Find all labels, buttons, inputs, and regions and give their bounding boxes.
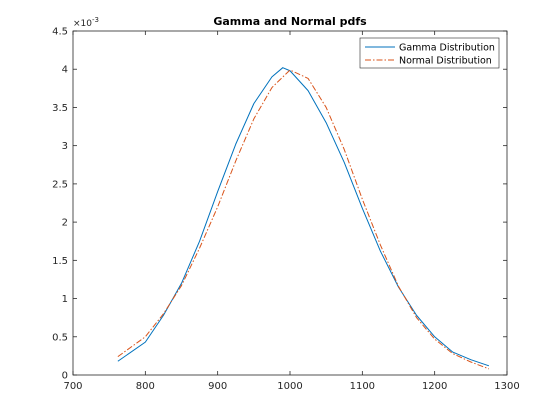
- y-exponent-power: -3: [92, 16, 99, 24]
- y-exponent-label: ×10-3: [73, 16, 99, 29]
- y-tick-label: 1.5: [52, 256, 68, 267]
- tick-layer: 700 800 900 1000 1100 1200 1300 0 0.5 1 1.5 2 2.5 3 3.…: [52, 27, 520, 393]
- x-tick-label: 700: [63, 381, 82, 392]
- x-tick-label: 1300: [494, 381, 519, 392]
- y-tick-label: 2.5: [52, 179, 68, 190]
- y-tick-label: 4.5: [52, 27, 68, 38]
- y-tick-label: 2: [62, 218, 68, 229]
- legend: Gamma Distribution Normal Distribution: [359, 37, 500, 69]
- y-tick-label: 0: [62, 371, 68, 382]
- x-tick-label: 900: [208, 381, 227, 392]
- legend-label-gamma: Gamma Distribution: [399, 43, 495, 54]
- y-exponent-base: ×10: [73, 19, 92, 29]
- y-tick-label: 1: [62, 294, 68, 305]
- x-tick-label: 1200: [422, 381, 447, 392]
- series-layer: [117, 67, 490, 370]
- x-tick-label: 1100: [350, 381, 375, 392]
- x-tick-label: 1000: [277, 381, 302, 392]
- legend-box: [359, 37, 500, 69]
- gamma-series-line: [117, 67, 490, 367]
- axes-background: [73, 31, 507, 375]
- y-tick-label: 3.5: [52, 103, 68, 114]
- chart-title: Gamma and Normal pdfs: [213, 15, 367, 28]
- legend-label-normal: Normal Distribution: [399, 56, 492, 67]
- y-tick-label: 0.5: [52, 332, 68, 343]
- y-tick-label: 4: [62, 65, 68, 76]
- normal-series-line: [117, 69, 490, 370]
- y-tick-label: 3: [62, 141, 68, 152]
- x-tick-label: 800: [136, 381, 155, 392]
